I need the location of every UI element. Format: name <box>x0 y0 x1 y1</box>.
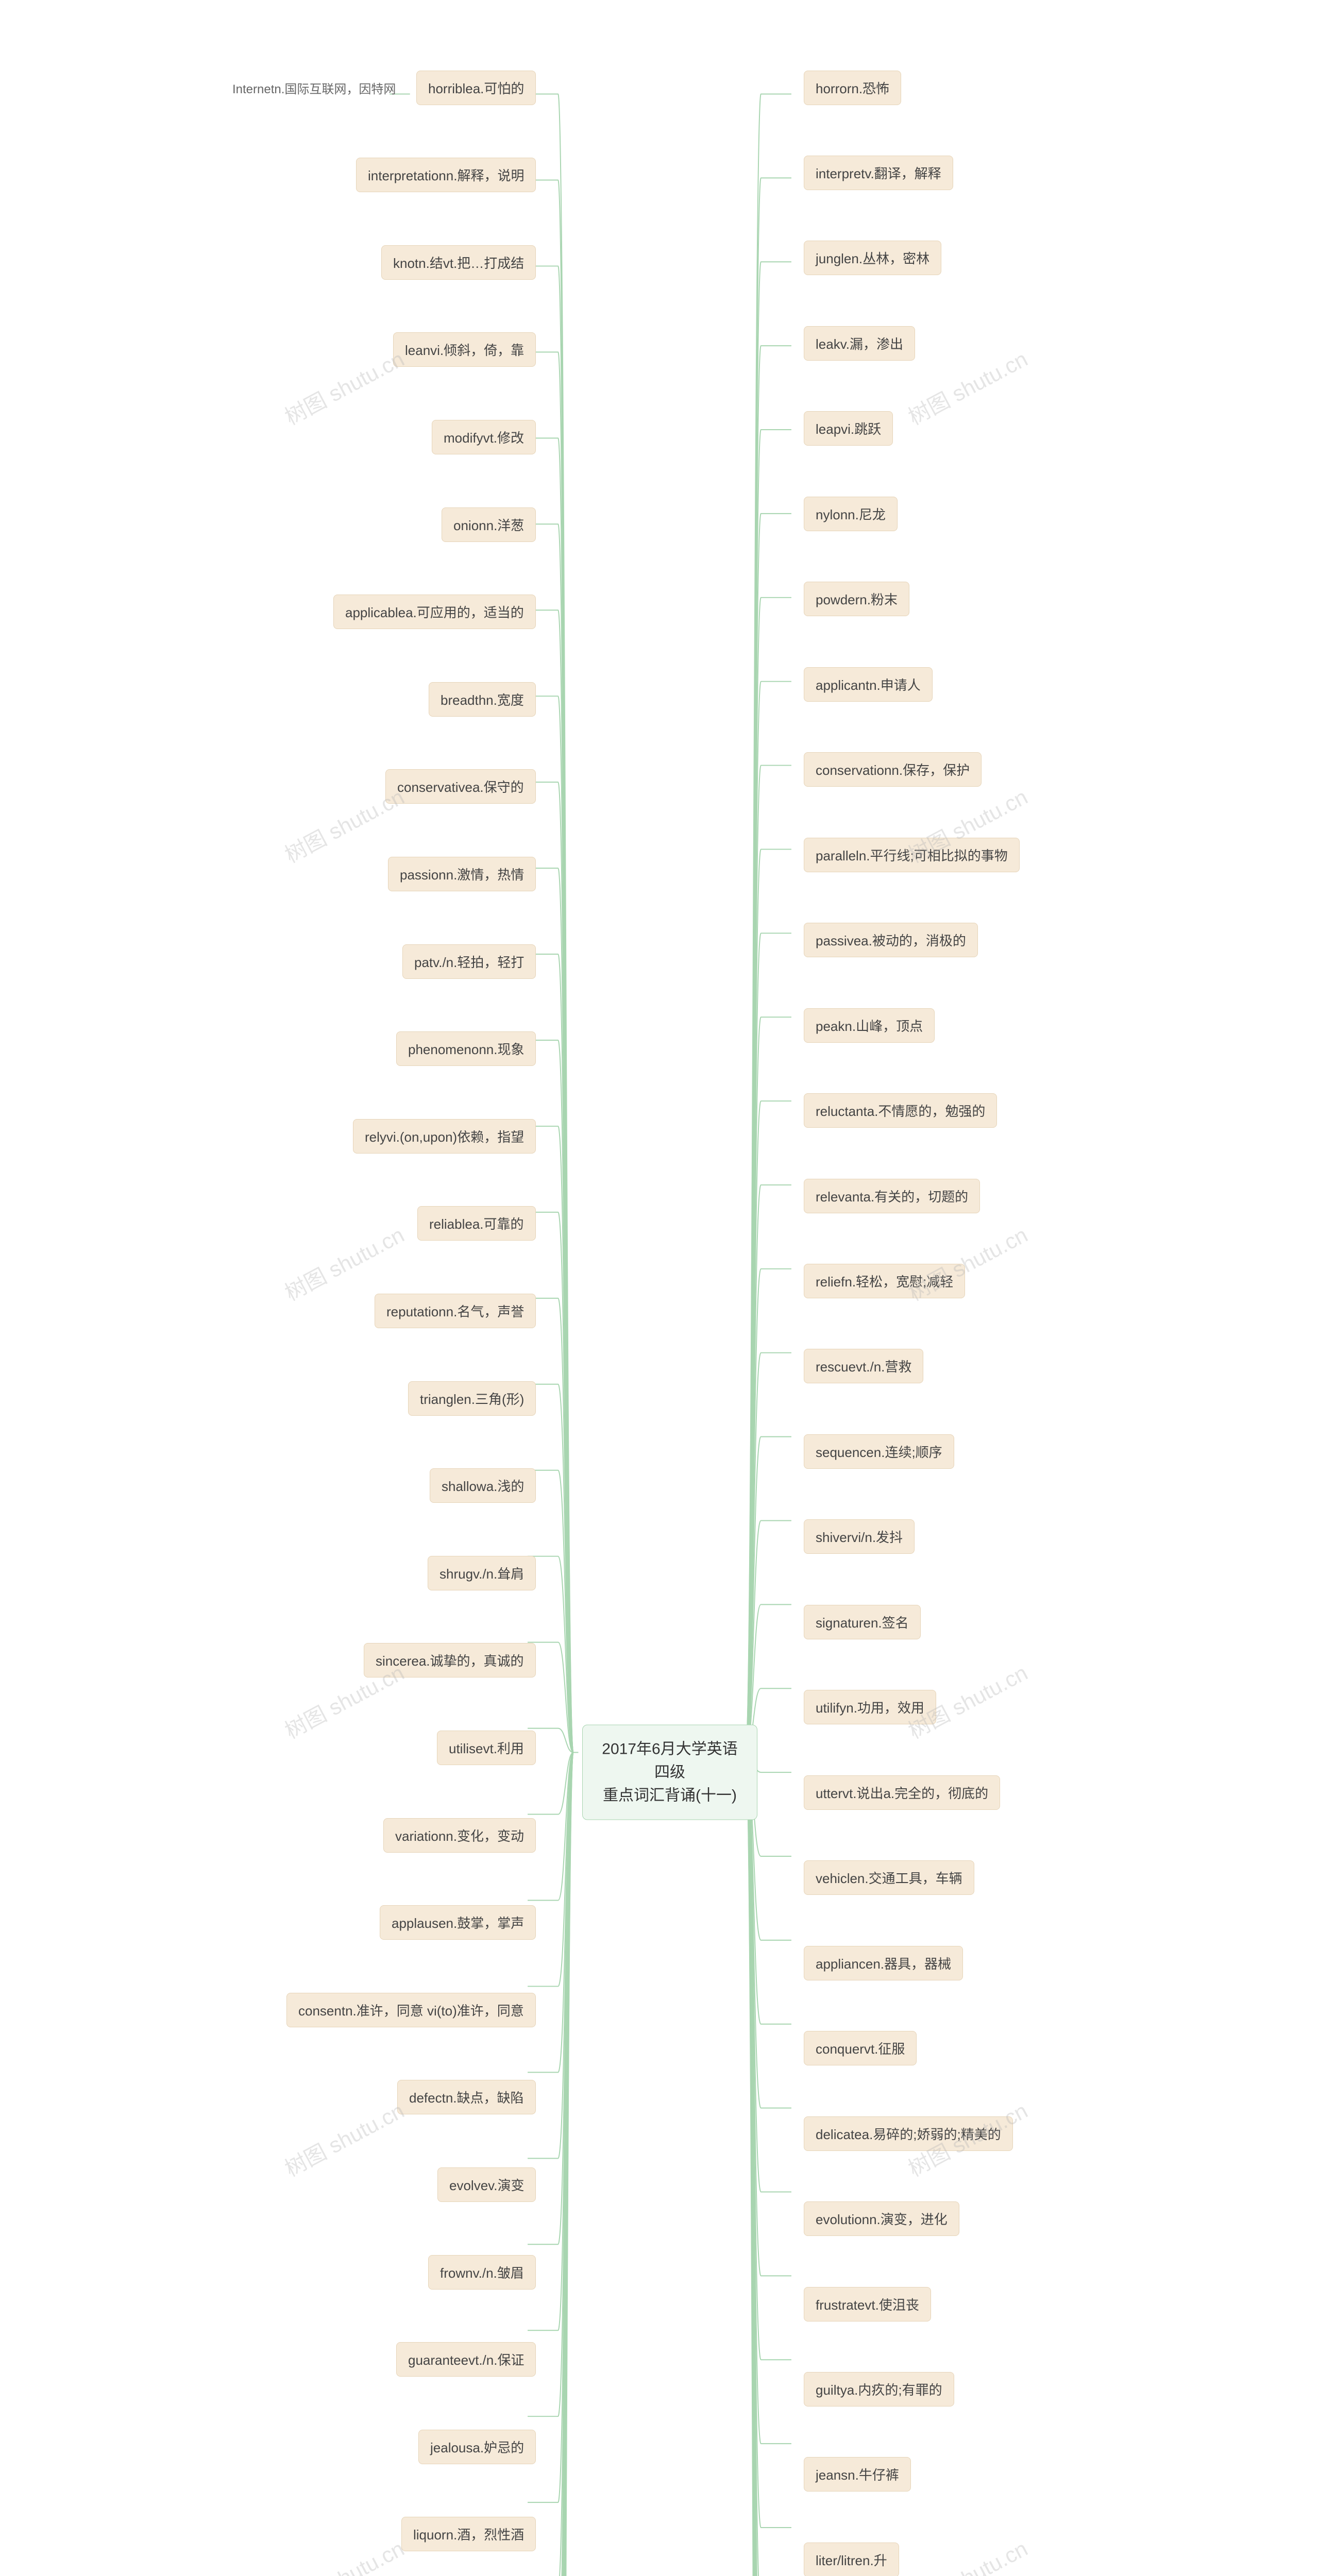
left-node: defectn.缺点，缺陷 <box>397 2080 536 2114</box>
left-node: reputationn.名气，声誉 <box>375 1294 536 1328</box>
right-node: leakv.漏，渗出 <box>804 326 915 361</box>
left-node: horriblea.可怕的 <box>416 71 536 105</box>
left-node: modifyvt.修改 <box>432 420 536 454</box>
left-node: variationn.变化，变动 <box>383 1818 536 1853</box>
right-node: nylonn.尼龙 <box>804 497 898 531</box>
left-node: jealousa.妒忌的 <box>418 2430 536 2464</box>
center-title: 2017年6月大学英语四级重点词汇背诵(十一) <box>602 1741 737 1804</box>
left-node: utilisevt.利用 <box>437 1731 536 1765</box>
left-node: reliablea.可靠的 <box>417 1206 536 1241</box>
right-node: evolutionn.演变，进化 <box>804 2201 959 2236</box>
right-node: conservationn.保存，保护 <box>804 752 982 787</box>
left-node: trianglen.三角(形) <box>408 1381 536 1416</box>
right-node: horrorn.恐怖 <box>804 71 901 105</box>
left-node: leanvi.倾斜，倚，靠 <box>393 332 536 367</box>
left-node: consentn.准许，同意 vi(to)准许，同意 <box>286 1993 536 2027</box>
left-node: evolvev.演变 <box>437 2167 536 2202</box>
right-node: paralleln.平行线;可相比拟的事物 <box>804 838 1020 872</box>
watermark: 树图 shutu.cn <box>902 2532 1033 2576</box>
right-node: shivervi/n.发抖 <box>804 1519 915 1554</box>
left-node: applicablea.可应用的，适当的 <box>333 595 536 629</box>
right-node: reluctanta.不情愿的，勉强的 <box>804 1093 997 1128</box>
watermark: 树图 shutu.cn <box>279 2094 409 2183</box>
right-node: frustratevt.使沮丧 <box>804 2287 931 2321</box>
right-node: leapvi.跳跃 <box>804 411 893 446</box>
right-node: jeansn.牛仔裤 <box>804 2457 911 2492</box>
watermark: 树图 shutu.cn <box>902 342 1033 431</box>
right-node: passivea.被动的，消极的 <box>804 923 978 957</box>
left-node: guaranteevt./n.保证 <box>396 2342 536 2377</box>
left-node: frownv./n.皱眉 <box>428 2255 536 2290</box>
right-node: guiltya.内疚的;有罪的 <box>804 2372 954 2406</box>
watermark: 树图 shutu.cn <box>279 2532 409 2576</box>
right-node: uttervt.说出a.完全的，彻底的 <box>804 1775 1000 1810</box>
right-node: liter/litren.升 <box>804 2543 899 2576</box>
right-node: utilifyn.功用，效用 <box>804 1690 936 1724</box>
sub-node: Internetn.国际互联网，因特网 <box>232 79 396 97</box>
right-node: reliefn.轻松，宽慰;减轻 <box>804 1264 965 1298</box>
left-node: shrugv./n.耸肩 <box>428 1556 536 1590</box>
right-node: interpretv.翻译，解释 <box>804 156 953 190</box>
left-node: knotn.结vt.把…打成结 <box>381 245 536 280</box>
right-node: junglen.丛林，密林 <box>804 241 941 275</box>
right-node: applicantn.申请人 <box>804 667 933 702</box>
left-node: sincerea.诚挚的，真诚的 <box>364 1643 536 1677</box>
mindmap-diagram: 2017年6月大学英语四级重点词汇背诵(十一) horriblea.可怕的 int… <box>10 21 1309 2576</box>
left-node: liquorn.酒，烈性酒 <box>401 2517 536 2551</box>
left-node: patv./n.轻拍，轻打 <box>402 944 536 979</box>
right-node: vehiclen.交通工具，车辆 <box>804 1860 974 1895</box>
left-node: interpretationn.解释，说明 <box>356 158 536 192</box>
right-node: sequencen.连续;顺序 <box>804 1434 954 1469</box>
right-node: appliancen.器具，器械 <box>804 1946 963 1980</box>
right-node: relevanta.有关的，切题的 <box>804 1179 980 1213</box>
left-node: phenomenonn.现象 <box>396 1031 536 1066</box>
right-node: rescuevt./n.营救 <box>804 1349 923 1383</box>
left-node: shallowa.浅的 <box>430 1468 536 1503</box>
center-node: 2017年6月大学英语四级重点词汇背诵(十一) <box>582 1725 757 1820</box>
left-node: applausen.鼓掌，掌声 <box>380 1905 536 1940</box>
right-node: delicatea.易碎的;娇弱的;精美的 <box>804 2116 1013 2151</box>
watermark: 树图 shutu.cn <box>279 342 409 431</box>
left-node: breadthn.宽度 <box>429 682 536 717</box>
right-node: signaturen.签名 <box>804 1605 921 1639</box>
left-node: passionn.激情，热情 <box>388 857 536 891</box>
connector-layer <box>10 21 1309 2576</box>
left-node: conservativea.保守的 <box>385 769 536 804</box>
right-node: peakn.山峰，顶点 <box>804 1008 935 1043</box>
right-node: conquervt.征服 <box>804 2031 917 2065</box>
right-node: powdern.粉末 <box>804 582 909 616</box>
left-node: onionn.洋葱 <box>442 507 536 542</box>
left-node: relyvi.(on,upon)依赖，指望 <box>353 1119 536 1154</box>
